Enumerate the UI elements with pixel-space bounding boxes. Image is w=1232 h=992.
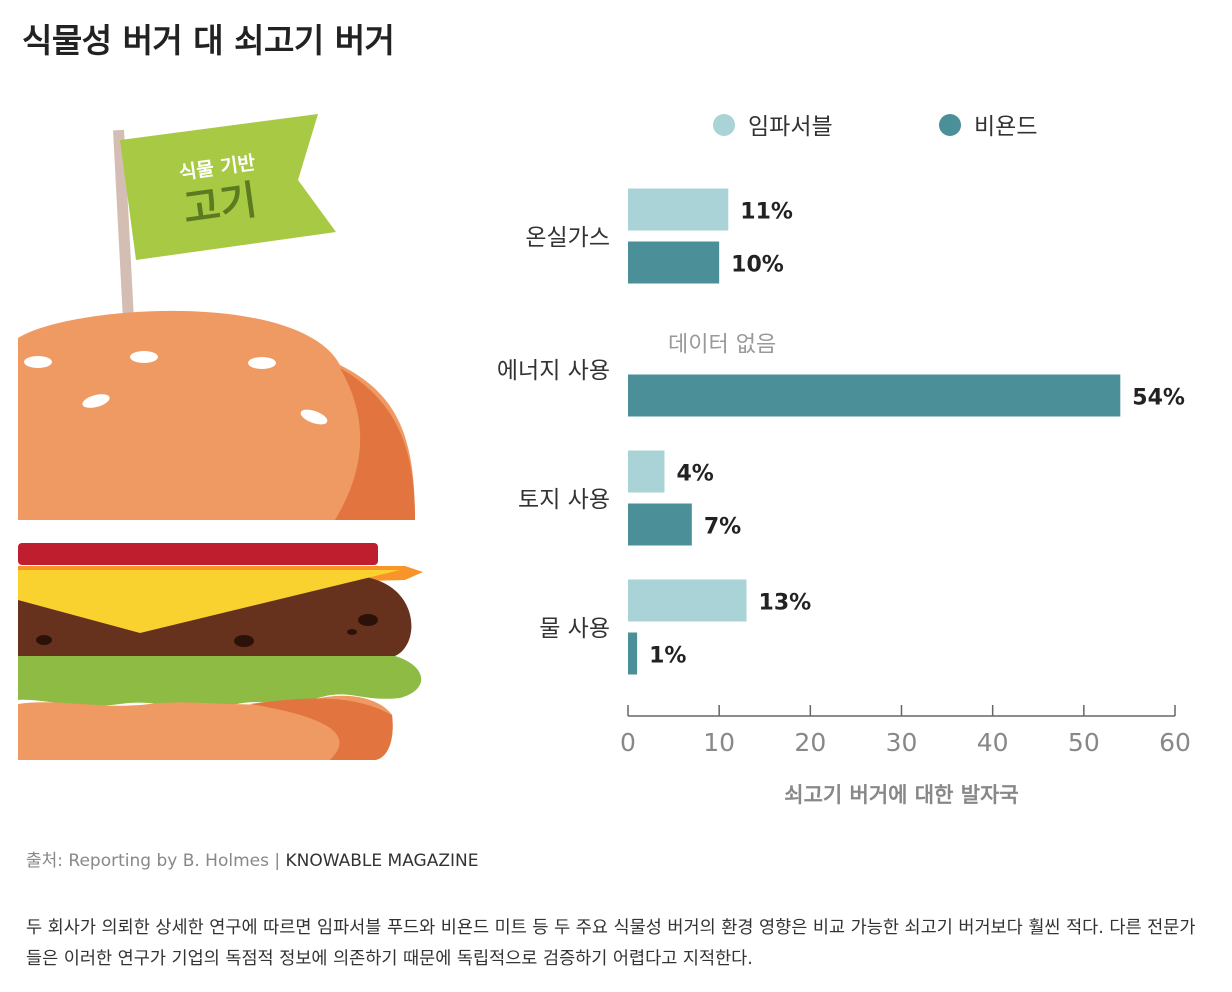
top-bun: [18, 310, 415, 520]
patty-spot: [358, 614, 378, 626]
chart-title: 식물성 버거 대 쇠고기 버거: [22, 21, 395, 60]
legend-label-1: 임파서블: [748, 114, 833, 140]
patty-spot: [347, 629, 357, 635]
bar-value-label: 1%: [649, 644, 686, 669]
bar-value-label: 11%: [740, 200, 793, 225]
bar-2: [628, 241, 720, 284]
source-line: 출처: Reporting by B. Holmes | KNOWABLE MA…: [26, 846, 478, 871]
bar-1: [628, 450, 665, 493]
bar-chart: 임파서블 비욘드 온실가스 11% 10% 에너지 사용 데이터 없음 54% 토지 사용 4%…: [497, 114, 1191, 807]
x-tick-label: 20: [794, 728, 826, 757]
x-tick-label: 30: [886, 728, 918, 757]
sesame-seed: [300, 409, 328, 425]
bar-value-label: 7%: [704, 515, 741, 540]
category-label: 온실가스: [525, 225, 610, 251]
top-bun-shade: [335, 368, 415, 520]
patty-spot: [36, 635, 52, 645]
bar-1: [628, 188, 729, 231]
lettuce: [18, 656, 422, 709]
sesame-seed: [130, 351, 158, 363]
sesame-seed: [248, 357, 276, 369]
category-label: 물 사용: [539, 616, 610, 642]
x-tick-label: 60: [1159, 728, 1191, 757]
bar-value-label: 54%: [1132, 386, 1185, 411]
patty-spot: [234, 635, 254, 647]
bar-value-label: 10%: [731, 253, 784, 278]
x-tick-label: 50: [1068, 728, 1100, 757]
sesame-seed: [24, 356, 52, 368]
bar-value-label: 13%: [759, 591, 812, 616]
bar-value-label: 4%: [676, 462, 713, 487]
x-tick-label: 10: [703, 728, 735, 757]
flag-text-line2: 고기: [181, 177, 260, 233]
legend-label-2: 비욘드: [974, 114, 1037, 140]
burger-illustration: 식물 기반 고기: [18, 114, 423, 760]
legend: 임파서블 비욘드: [713, 114, 1037, 140]
bar-1: [628, 579, 747, 622]
sesame-seed: [82, 394, 110, 408]
tomato-slice: [18, 543, 378, 565]
x-axis: 0 10 20 30 40 50 60 쇠고기 버거에 대한 발자국: [620, 705, 1191, 807]
cheese-slice: [18, 570, 400, 633]
source-prefix: 출처: Reporting by B. Holmes |: [26, 851, 286, 871]
bars: 온실가스 11% 10% 에너지 사용 데이터 없음 54% 토지 사용 4% 7% 물 사용 13…: [497, 188, 1185, 675]
flag-pole: [113, 129, 134, 321]
bottom-bun-shade: [250, 698, 393, 760]
x-tick-label: 40: [977, 728, 1009, 757]
flag-icon: [120, 114, 336, 260]
x-tick-label: 0: [620, 728, 636, 757]
bar-2: [628, 632, 638, 675]
caption: 두 회사가 의뢰한 상세한 연구에 따르면 임파서블 푸드와 비욘드 미트 등 …: [26, 918, 1196, 969]
missing-data-label: 데이터 없음: [668, 333, 776, 358]
bar-2: [628, 503, 692, 546]
legend-swatch-2: [939, 114, 961, 136]
legend-swatch-1: [713, 114, 735, 136]
category-label: 에너지 사용: [497, 358, 610, 384]
category-label: 토지 사용: [518, 487, 610, 513]
source-magazine: KNOWABLE MAGAZINE: [285, 851, 479, 871]
bar-2: [628, 374, 1121, 417]
x-axis-label: 쇠고기 버거에 대한 발자국: [784, 783, 1018, 807]
